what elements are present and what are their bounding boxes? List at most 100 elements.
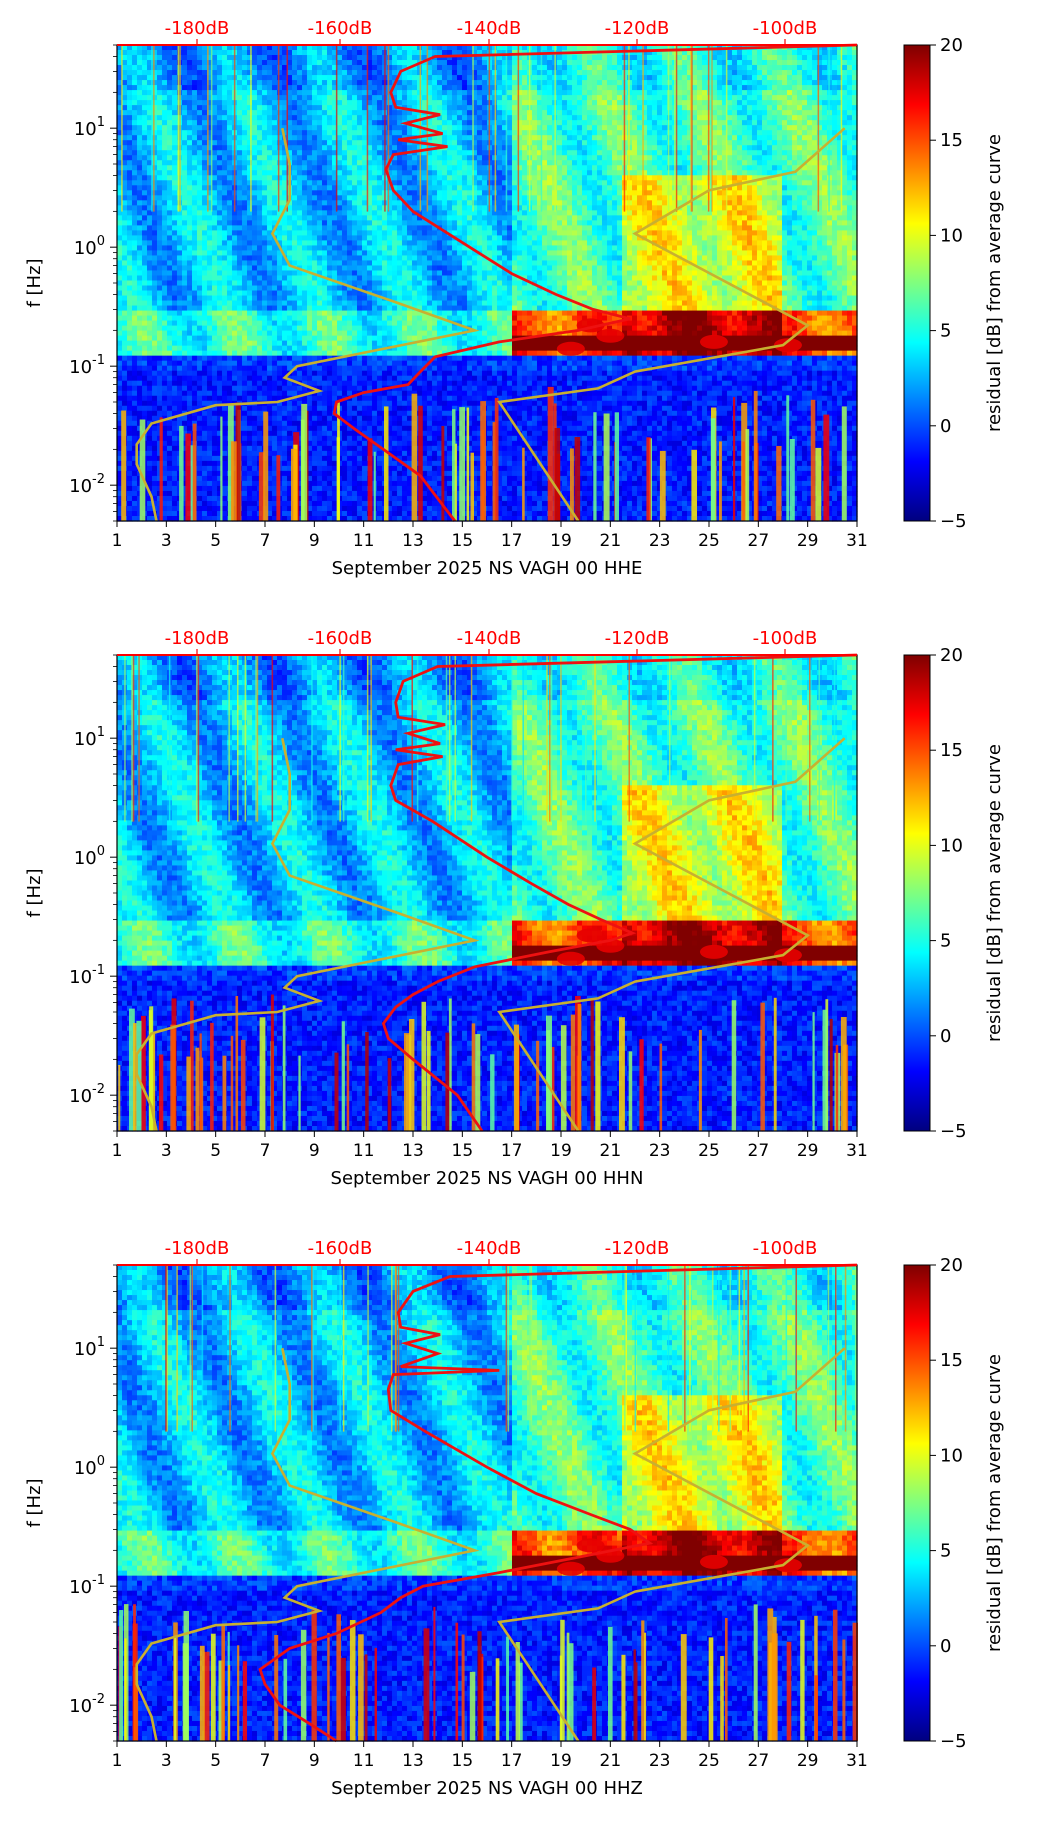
- high-freq-streak: [748, 1265, 750, 1432]
- x-tick-label: 29: [797, 531, 819, 551]
- low-freq-streak: [754, 1604, 758, 1741]
- high-freq-streak: [384, 45, 386, 212]
- low-freq-streak: [733, 397, 735, 521]
- low-freq-streak: [772, 1633, 778, 1741]
- high-freq-streak: [250, 45, 252, 212]
- low-freq-streak: [720, 1656, 724, 1741]
- y-tick-label: 10-1: [69, 353, 105, 378]
- low-freq-streak: [121, 411, 126, 522]
- colorbar-tick-label: 20: [940, 35, 963, 56]
- low-freq-streak: [639, 1039, 643, 1131]
- high-freq-streak: [668, 45, 670, 212]
- high-freq-streak: [287, 45, 289, 212]
- high-freq-streak: [388, 45, 390, 212]
- x-axis-label: September 2025 NS VAGH 00 HHE: [332, 558, 643, 579]
- high-freq-streak: [835, 1265, 837, 1432]
- y-axis-label: f [Hz]: [24, 868, 45, 917]
- db-tick-label: -140dB: [457, 628, 522, 649]
- low-freq-streak: [459, 407, 465, 521]
- low-freq-streak: [231, 441, 237, 521]
- high-freq-streak: [743, 1265, 745, 1432]
- low-freq-streak: [619, 1017, 625, 1131]
- low-freq-streak: [660, 451, 666, 521]
- y-axis-label: f [Hz]: [24, 258, 45, 307]
- db-tick-label: -180dB: [165, 628, 230, 649]
- low-freq-streak: [709, 1637, 714, 1741]
- colorbar-tick-label: 5: [940, 321, 951, 342]
- low-freq-streak: [646, 437, 650, 521]
- low-freq-streak: [170, 1025, 176, 1131]
- microseism-hotspot: [557, 1562, 585, 1576]
- y-tick-label: 10-2: [69, 1692, 105, 1717]
- high-freq-streak: [165, 1265, 167, 1432]
- high-freq-streak: [585, 655, 587, 822]
- low-freq-streak: [133, 1023, 136, 1131]
- high-freq-streak: [455, 655, 457, 822]
- high-freq-streak: [754, 655, 756, 822]
- x-tick-label: 31: [846, 1751, 868, 1771]
- low-freq-streak: [243, 1661, 247, 1741]
- x-tick-label: 21: [600, 1751, 622, 1771]
- y-tick-label: 101: [74, 1335, 105, 1360]
- high-freq-streak: [531, 1265, 533, 1432]
- microseism-hotspot: [557, 952, 585, 966]
- low-freq-streak: [200, 1646, 205, 1741]
- high-freq-streak: [131, 655, 133, 822]
- low-freq-streak: [467, 408, 470, 522]
- x-tick-label: 3: [161, 1751, 172, 1771]
- high-freq-streak: [489, 45, 491, 212]
- db-tick-label: -180dB: [165, 1238, 230, 1259]
- high-freq-streak: [710, 45, 712, 212]
- colorbar-tick-label: 5: [940, 1541, 951, 1562]
- high-freq-streak: [624, 1265, 626, 1432]
- high-freq-streak: [855, 1265, 857, 1432]
- high-freq-streak: [169, 655, 171, 822]
- x-tick-label: 13: [402, 1141, 424, 1161]
- low-freq-streak: [350, 1620, 356, 1741]
- high-freq-streak: [529, 45, 531, 212]
- low-freq-streak: [118, 1065, 120, 1131]
- high-freq-streak: [367, 45, 369, 212]
- colorbar-tick-label: 20: [940, 645, 963, 666]
- low-freq-streak: [608, 1627, 613, 1741]
- low-freq-streak: [263, 412, 268, 521]
- high-freq-streak: [809, 655, 811, 822]
- low-freq-streak: [462, 1635, 465, 1742]
- high-freq-streak: [689, 1265, 691, 1432]
- low-freq-streak: [409, 1019, 414, 1131]
- colorbar-tick-label: −5: [940, 1731, 967, 1752]
- high-freq-streak: [275, 1265, 277, 1432]
- x-tick-label: 27: [748, 531, 770, 551]
- low-freq-streak: [337, 437, 340, 521]
- high-freq-streak: [138, 655, 140, 822]
- low-freq-streak: [681, 1634, 687, 1741]
- x-tick-label: 1: [112, 1141, 123, 1161]
- y-tick-label: 100: [74, 234, 105, 259]
- low-freq-streak: [732, 1000, 737, 1131]
- low-freq-streak: [823, 415, 829, 521]
- low-freq-streak: [823, 1010, 828, 1131]
- x-tick-label: 5: [210, 531, 221, 551]
- db-tick-label: -100dB: [753, 1238, 818, 1259]
- colorbar-tick-label: 0: [940, 1636, 951, 1657]
- low-freq-streak: [719, 441, 722, 521]
- high-freq-streak: [819, 655, 821, 822]
- high-freq-streak: [546, 655, 548, 822]
- high-freq-streak: [529, 1265, 531, 1432]
- high-freq-streak: [367, 655, 369, 822]
- low-freq-streak: [445, 1033, 449, 1131]
- low-freq-streak: [760, 1003, 765, 1131]
- high-freq-streak: [311, 1265, 313, 1432]
- low-freq-streak: [368, 438, 373, 521]
- low-freq-streak: [335, 1053, 339, 1131]
- colorbar-tick-label: 10: [940, 835, 963, 856]
- low-freq-streak: [119, 1610, 123, 1741]
- high-freq-streak: [841, 45, 843, 212]
- high-freq-streak: [818, 45, 820, 212]
- colorbar-tick-label: −5: [940, 1121, 967, 1142]
- low-freq-streak: [604, 414, 610, 522]
- low-freq-streak: [404, 1033, 410, 1131]
- colorbar-label: residual [dB] from average curve: [984, 1354, 1005, 1652]
